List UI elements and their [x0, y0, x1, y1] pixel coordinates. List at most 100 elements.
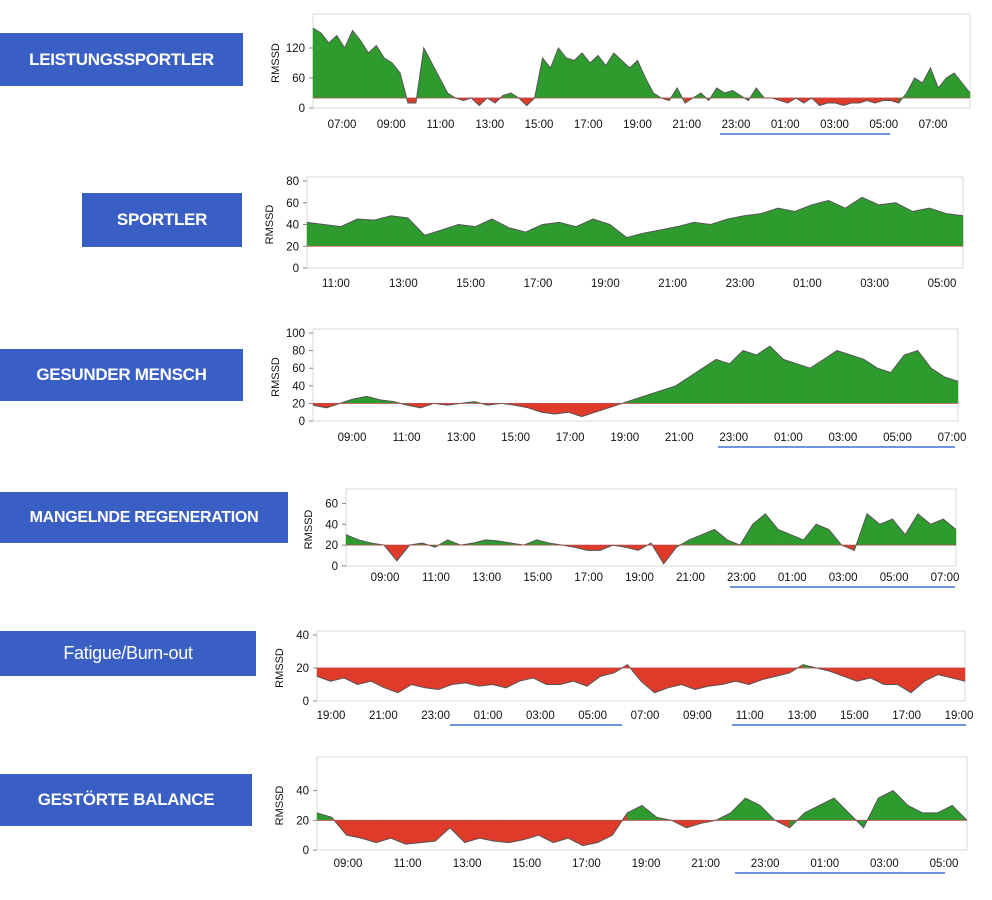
x-tick-label: 17:00: [574, 119, 603, 131]
x-tick-label: 11:00: [393, 432, 421, 444]
area-segment-above: [376, 44, 385, 99]
x-tick-label: 23:00: [727, 572, 756, 584]
area-segment-below: [924, 667, 939, 682]
area-segment-below: [523, 820, 539, 840]
plot-frame: [312, 328, 959, 422]
x-tick-label: 05:00: [578, 710, 607, 722]
x-tick-label: 23:00: [751, 858, 780, 870]
area-segment-above: [360, 39, 369, 99]
area-segment-above: [542, 222, 560, 247]
area-segment-above: [878, 790, 894, 821]
plot-frame: [316, 630, 966, 702]
area-segment-above: [904, 350, 918, 404]
area-segment-above: [689, 367, 703, 404]
category-label: GESTÖRTE BALANCE: [0, 774, 252, 826]
area-segment-below: [681, 667, 696, 690]
x-tick-label: 21:00: [691, 858, 720, 870]
area-segment-above: [390, 215, 409, 247]
area-segment-above: [730, 797, 746, 821]
x-tick-label: 23:00: [722, 119, 751, 131]
y-tick-label: 20: [296, 815, 309, 827]
area-segment-above: [345, 534, 359, 546]
area-segment-below: [586, 667, 601, 687]
x-tick-label: 17:00: [556, 432, 585, 444]
area-segment-above: [777, 207, 795, 247]
y-tick-label: 40: [292, 381, 305, 393]
x-tick-label: 19:00: [623, 119, 652, 131]
x-tick-label: 11:00: [422, 572, 450, 584]
x-tick-label: 11:00: [427, 119, 455, 131]
x-tick-label: 01:00: [474, 710, 503, 722]
x-tick-label: 23:00: [726, 278, 755, 290]
y-tick-label: 120: [286, 43, 305, 55]
area-segment-above: [760, 207, 779, 247]
x-tick-label: 01:00: [771, 119, 800, 131]
area-segment-below: [390, 820, 406, 845]
x-tick-label: 19:00: [591, 278, 620, 290]
category-label: Fatigue/Burn-out: [0, 631, 256, 676]
y-tick-label: 80: [286, 176, 299, 188]
area-segment-above: [744, 213, 762, 247]
y-tick-label: 0: [299, 103, 305, 115]
area-segment-above: [877, 367, 892, 404]
y-tick-label: 0: [293, 263, 299, 275]
y-tick-label: 40: [296, 786, 309, 798]
y-axis-label: RMSSD: [264, 205, 276, 245]
y-axis-label: RMSSD: [270, 357, 282, 397]
area-segment-above: [508, 227, 526, 247]
area-segment-above: [836, 350, 851, 404]
y-tick-label: 60: [325, 498, 338, 510]
y-tick-label: 20: [286, 241, 299, 253]
area-segment-below: [438, 667, 453, 690]
x-tick-label: 13:00: [472, 572, 501, 584]
area-segment-above: [384, 57, 393, 99]
area-segment-above: [863, 359, 878, 404]
area-segment-above: [945, 213, 964, 247]
y-tick-label: 60: [286, 198, 299, 210]
area-segment-above: [917, 350, 932, 404]
area-segment-above: [716, 87, 725, 99]
area-segment-above: [441, 224, 459, 247]
area-segment-above: [922, 67, 931, 99]
area-segment-above: [312, 27, 322, 99]
area-segment-above: [629, 60, 638, 99]
area-segment-above: [833, 797, 850, 821]
area-segment-below: [420, 820, 436, 843]
area-segment-above: [621, 60, 630, 99]
area-segment-above: [352, 29, 361, 99]
x-tick-label: 21:00: [665, 432, 694, 444]
x-tick-label: 15:00: [525, 119, 554, 131]
area-segment-above: [890, 354, 905, 404]
x-tick-label: 23:00: [719, 432, 748, 444]
x-tick-label: 15:00: [523, 572, 552, 584]
area-segment-above: [850, 354, 865, 404]
x-tick-label: 19:00: [317, 710, 346, 722]
area-segment-above: [907, 805, 923, 821]
area-segment-above: [714, 529, 728, 546]
rmssd-chart-fatigue: 0 20 40 RMSSD 19:00 21:00 23:00 01:00 03:00 05:00…: [274, 630, 973, 726]
area-segment-above: [904, 513, 919, 546]
area-segment-above: [344, 30, 353, 99]
y-tick-label: 100: [286, 328, 305, 340]
area-segment-below: [424, 667, 439, 690]
x-tick-label: 19:00: [610, 432, 639, 444]
rmssd-series-line: [312, 345, 959, 418]
area-segment-above: [796, 363, 811, 404]
x-tick-label: 11:00: [394, 858, 422, 870]
category-label: MANGELNDE REGENERATION: [0, 492, 288, 543]
y-tick-label: 40: [296, 630, 309, 642]
y-tick-label: 0: [332, 561, 338, 573]
area-segment-above: [811, 200, 829, 247]
area-segment-above: [769, 345, 784, 404]
rmssd-chart-mangelnde-regeneration: 0 20 40 60 RMSSD 09:00 11:00 13:00 15:00 17:00 19:…: [303, 488, 959, 588]
x-tick-label: 03:00: [820, 119, 849, 131]
area-segment-below: [479, 820, 495, 842]
area-segment-above: [637, 60, 646, 99]
area-segment-above: [727, 215, 745, 247]
area-segment-above: [809, 359, 824, 404]
rmssd-series-line: [316, 790, 968, 847]
area-segment-above: [558, 47, 567, 99]
area-segment-below: [407, 97, 417, 104]
x-tick-label: 03:00: [829, 432, 858, 444]
area-segment-above: [878, 202, 896, 247]
